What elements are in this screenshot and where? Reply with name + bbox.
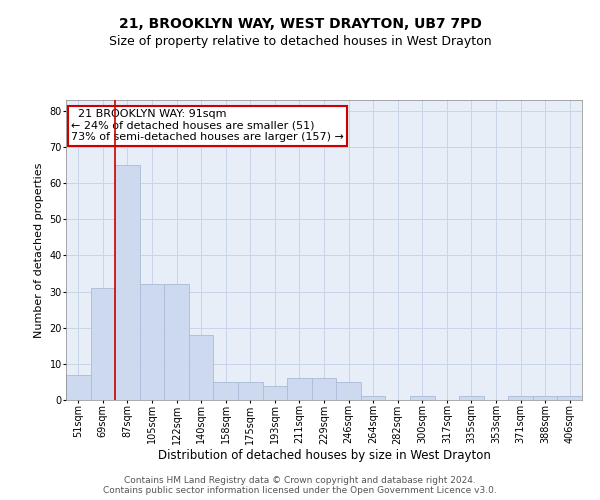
Bar	[214, 382, 238, 400]
Text: Size of property relative to detached houses in West Drayton: Size of property relative to detached ho…	[109, 35, 491, 48]
Text: 21, BROOKLYN WAY, WEST DRAYTON, UB7 7PD: 21, BROOKLYN WAY, WEST DRAYTON, UB7 7PD	[119, 18, 481, 32]
Bar	[533, 396, 557, 400]
Bar	[287, 378, 312, 400]
Bar	[238, 382, 263, 400]
Bar	[336, 382, 361, 400]
Bar	[115, 165, 140, 400]
Bar	[140, 284, 164, 400]
Text: 21 BROOKLYN WAY: 91sqm
← 24% of detached houses are smaller (51)
73% of semi-det: 21 BROOKLYN WAY: 91sqm ← 24% of detached…	[71, 109, 344, 142]
Text: Contains HM Land Registry data © Crown copyright and database right 2024.
Contai: Contains HM Land Registry data © Crown c…	[103, 476, 497, 495]
Bar	[312, 378, 336, 400]
Bar	[410, 396, 434, 400]
Bar	[361, 396, 385, 400]
Bar	[189, 335, 214, 400]
Bar	[91, 288, 115, 400]
Bar	[508, 396, 533, 400]
X-axis label: Distribution of detached houses by size in West Drayton: Distribution of detached houses by size …	[158, 449, 490, 462]
Bar	[263, 386, 287, 400]
Y-axis label: Number of detached properties: Number of detached properties	[34, 162, 44, 338]
Bar	[557, 396, 582, 400]
Bar	[459, 396, 484, 400]
Bar	[66, 374, 91, 400]
Bar	[164, 284, 189, 400]
